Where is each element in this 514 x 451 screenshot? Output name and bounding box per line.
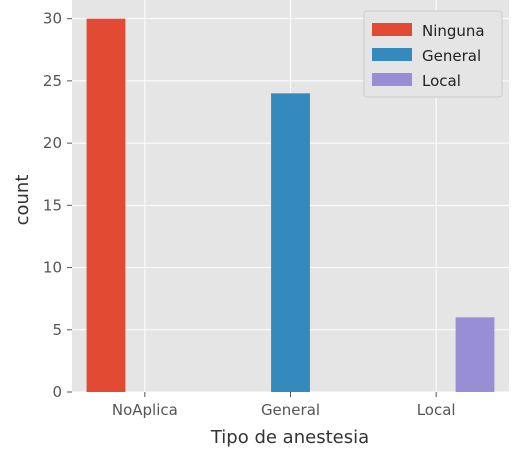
x-tick-label-local: Local [417,401,456,419]
x-axis-label: Tipo de anestesia [210,427,369,448]
x-axis-ticks: NoAplica General Local [112,392,456,419]
y-axis-ticks: 0 5 10 15 20 25 30 [43,10,72,401]
y-tick-label-5: 5 [52,321,62,339]
y-tick-label-0: 0 [52,383,62,401]
legend-swatch-ninguna [372,23,412,36]
y-tick-label-20: 20 [43,134,62,152]
y-tick-label-10: 10 [43,259,62,277]
bar-local-local [455,317,495,392]
legend-swatch-local [372,73,412,86]
legend: Ninguna General Local [363,10,503,98]
legend-label-ninguna: Ninguna [422,22,485,40]
legend-label-general: General [422,47,481,65]
y-tick-label-30: 30 [43,10,62,28]
y-tick-label-15: 15 [43,196,62,214]
legend-swatch-general [372,48,412,61]
y-axis-label: count [12,175,33,226]
y-tick-label-25: 25 [43,72,62,90]
bar-general-general [271,93,310,392]
legend-label-local: Local [422,72,461,90]
x-tick-label-general: General [261,401,320,419]
bars [86,18,495,393]
bar-ninguna-noaplica [86,18,126,393]
x-tick-label-noaplica: NoAplica [112,401,178,419]
